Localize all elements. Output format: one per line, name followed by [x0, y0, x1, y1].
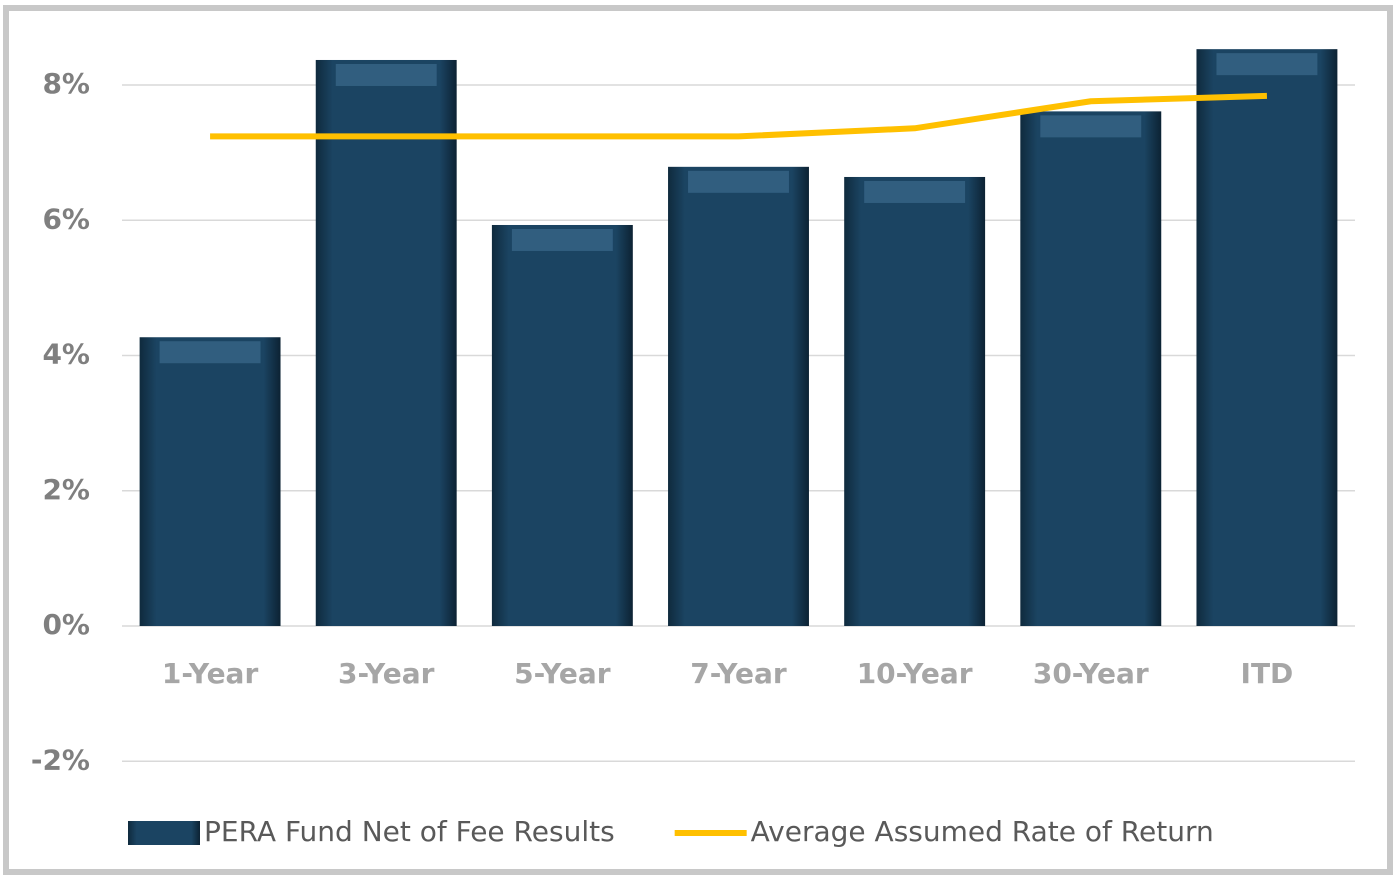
legend-label: Average Assumed Rate of Return [751, 815, 1214, 848]
bar [315, 59, 457, 626]
y-tick-label: 2% [42, 473, 90, 506]
y-tick-label: 8% [42, 67, 90, 100]
y-tick-label: -2% [31, 743, 90, 776]
bar-bevel [864, 180, 966, 203]
bar [1020, 111, 1162, 626]
bar [844, 176, 986, 626]
y-tick-label: 4% [42, 338, 90, 371]
y-tick-label: 6% [42, 202, 90, 235]
bar [491, 224, 633, 626]
bar-bevel [511, 228, 613, 251]
line [210, 92, 1268, 140]
legend-label: PERA Fund Net of Fee Results [204, 815, 615, 848]
y-tick-label: 0% [42, 608, 90, 641]
x-tick-label: 7-Year [690, 657, 787, 690]
bar [1196, 49, 1338, 626]
x-tick-label: ITD [1241, 657, 1294, 690]
x-tick-label: 1-Year [162, 657, 259, 690]
bar-bevel [688, 170, 789, 193]
bar-bevel [1040, 115, 1142, 138]
bar-bevel [159, 341, 261, 364]
x-tick-label: 5-Year [514, 657, 611, 690]
legend-swatch [128, 821, 200, 845]
bar [139, 337, 281, 626]
x-tick-label: 3-Year [338, 657, 435, 690]
x-tick-label: 30-Year [1033, 657, 1149, 690]
bar-bevel [1216, 53, 1318, 76]
x-tick-label: 10-Year [857, 657, 973, 690]
bar [668, 166, 809, 627]
bar-bevel [335, 63, 437, 86]
